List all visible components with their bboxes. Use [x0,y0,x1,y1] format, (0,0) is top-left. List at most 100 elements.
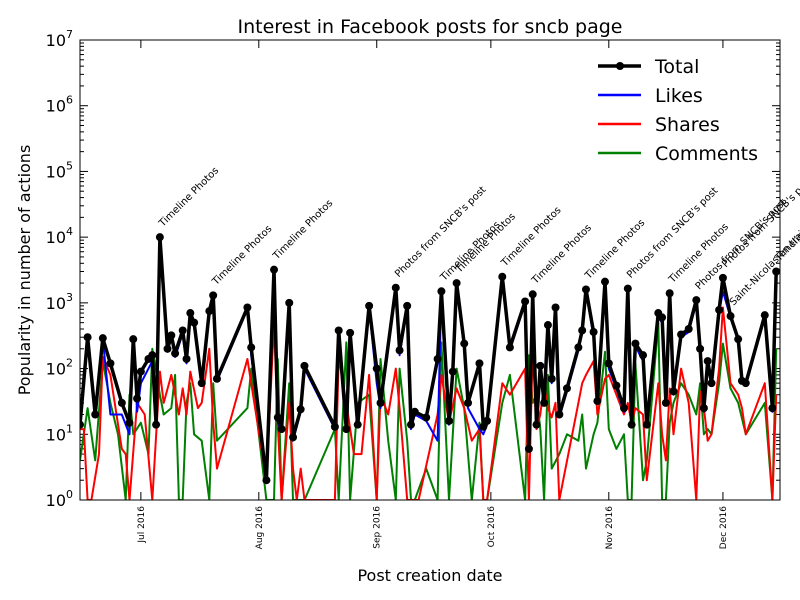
series-point-total [365,301,374,310]
series-point-total [464,398,473,407]
y-tick-label-base: 10 [46,162,66,181]
series-line-comments [80,321,778,500]
series-point-total [540,398,549,407]
series-point-total [574,343,583,352]
series-point-total [212,374,221,383]
series-point-total [334,326,343,335]
series-point-total [205,307,214,316]
series-point-total [589,328,598,337]
series-point-total [125,418,134,427]
series-point-total [289,433,298,442]
series-point-total [479,422,488,431]
series-point-total [528,290,537,299]
series-point-total [620,404,629,413]
series-point-total [593,397,602,406]
series-point-total [155,233,164,242]
series-point-total [445,416,454,425]
x-axis-label: Post creation date [357,566,502,585]
y-tick-label: 103 [46,291,73,313]
y-tick-label-exponent: 1 [66,422,73,435]
series-point-total [623,284,632,293]
y-tick-label: 107 [46,28,73,50]
series-point-total [410,407,419,416]
series-point-total [300,361,309,370]
y-tick-label-base: 10 [46,97,66,116]
y-tick-label-exponent: 7 [66,28,73,41]
series-point-total [152,420,161,429]
series-point-total [601,277,609,286]
series-point-total [639,351,648,360]
series-point-total [277,425,286,434]
series-point-total [604,359,613,368]
series-point-total [433,354,442,363]
series-point-total [117,398,126,407]
series-point-total [562,384,571,393]
series-point-total [699,404,708,413]
y-tick-label-exponent: 4 [66,225,73,238]
series-point-total [296,405,305,414]
series-point-total [498,272,507,281]
series-point-total [163,344,172,353]
legend-label-comments: Comments [655,143,758,165]
series-point-total [182,354,191,363]
y-tick-label-exponent: 3 [66,291,73,304]
chart-title: Interest in Facebook posts for sncb page [237,16,622,38]
series-point-total [346,328,355,337]
series-point-total [669,387,678,396]
series-point-total [270,265,279,274]
series-point-total [247,343,256,352]
y-tick-label-exponent: 2 [66,357,73,370]
series-point-total [734,335,743,344]
series-point-total [612,381,621,390]
series-point-total [551,303,560,312]
series-point-total [760,311,769,320]
series-point-total [342,425,351,434]
series-point-total [505,343,514,352]
series-point-total [543,321,552,330]
series-point-total [726,312,735,321]
series-point-total [437,287,446,296]
series-point-total [80,420,84,429]
series-point-total [129,335,138,344]
series-point-total [578,326,587,335]
y-tick-label-exponent: 6 [66,94,73,107]
y-tick-label-base: 10 [46,425,66,444]
series-point-total [661,398,670,407]
plot-frame [79,39,781,501]
series-point-total [243,303,252,312]
series-point-total [98,334,107,343]
y-tick-label: 106 [46,94,73,116]
series-point-total [692,296,701,305]
series-point-total [91,410,100,419]
series-point-total [524,444,533,453]
series-point-total [475,359,484,368]
series-point-total [106,359,115,368]
series-point-total [171,349,180,358]
x-tick-label: Nov 2016 [605,506,615,550]
series-point-total [658,313,667,322]
series-layer [80,233,780,500]
series-point-total [403,301,412,310]
x-tick-label: Aug 2016 [255,506,265,550]
series-point-total [83,333,92,342]
series-point-total [372,364,381,373]
series-point-total [136,367,145,376]
series-point-total [391,283,400,292]
series-point-total [684,325,693,334]
legend: Total Likes Shares Comments [598,56,758,165]
series-point-total [703,357,712,366]
series-point-total [262,476,271,485]
series-point-total [665,289,674,298]
series-point-total [167,331,176,340]
series-point-total [330,422,339,431]
series-point-total [715,305,724,314]
series-point-total [555,410,564,419]
series-point-total [285,298,294,307]
series-point-total [406,420,415,429]
y-tick-label-base: 10 [46,491,66,510]
y-tick-label-exponent: 0 [66,488,73,501]
series-point-total [186,309,195,318]
series-point-total [209,291,218,300]
